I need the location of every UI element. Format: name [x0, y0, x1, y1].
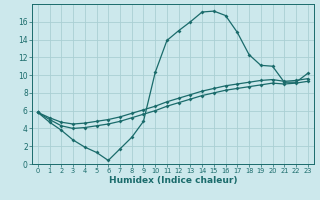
- X-axis label: Humidex (Indice chaleur): Humidex (Indice chaleur): [108, 176, 237, 185]
